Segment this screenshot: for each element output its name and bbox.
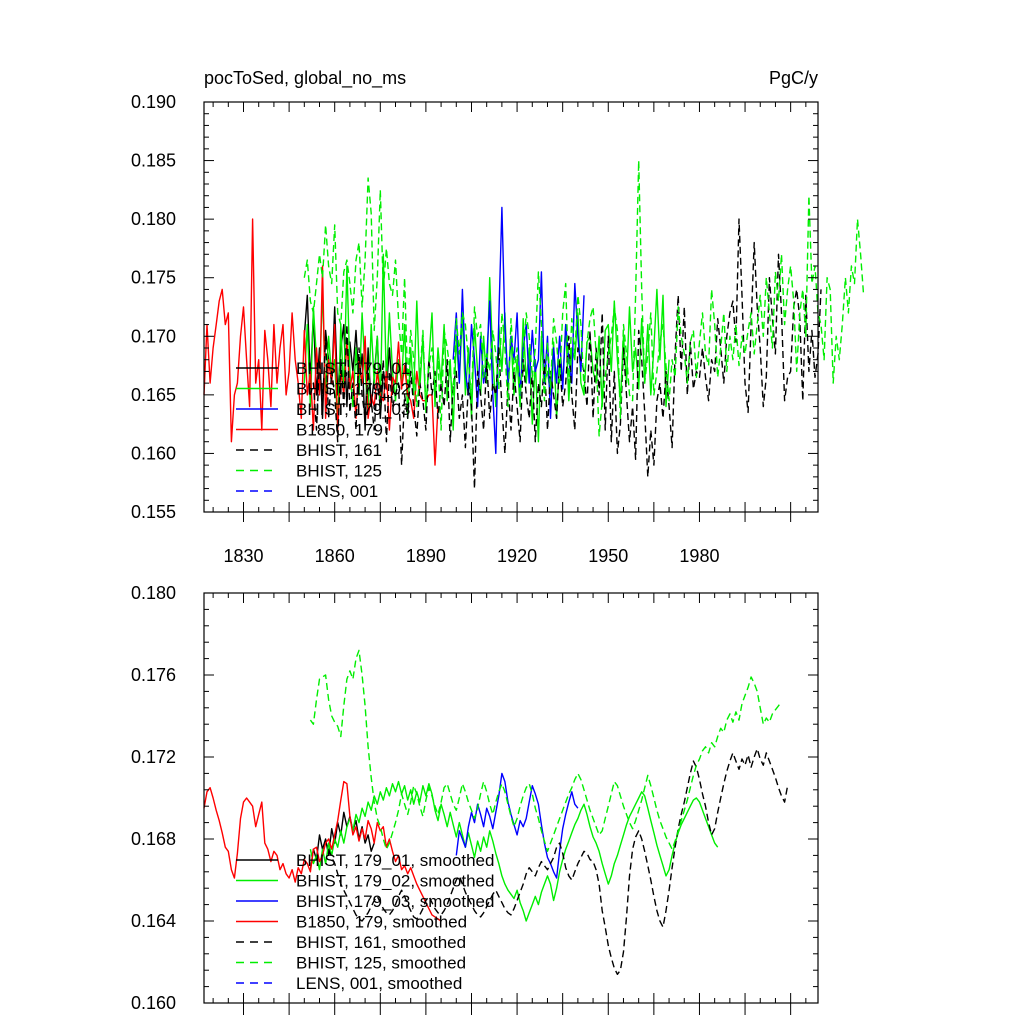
bottom-ytick-label: 0.168 <box>131 829 176 849</box>
top-panel-units: PgC/y <box>769 68 818 88</box>
bottom-ytick-label: 0.164 <box>131 911 176 931</box>
bottom-legend-label: BHIST, 179_01, smoothed <box>296 851 494 870</box>
top-ytick-label: 0.175 <box>131 268 176 288</box>
bottom-ytick-label: 0.176 <box>131 665 176 685</box>
bottom-series-line-6 <box>309 649 783 852</box>
top-xtick-label: 1980 <box>679 546 719 566</box>
bottom-panel-legend: BHIST, 179_01, smoothed BHIST, 179_02, sm… <box>236 851 494 993</box>
top-xtick-label: 1860 <box>315 546 355 566</box>
bottom-panel-series <box>203 649 789 975</box>
bottom-legend-label: LENS, 001, smoothed <box>296 974 462 993</box>
top-series-line-6 <box>303 159 865 437</box>
top-ytick-label: 0.185 <box>131 151 176 171</box>
top-legend-label: BHIST, 179_01 <box>296 359 410 378</box>
top-ytick-label: 0.155 <box>131 502 176 522</box>
top-legend-label: LENS, 001 <box>296 482 378 501</box>
bottom-legend-label: BHIST, 179_02, smoothed <box>296 872 494 891</box>
top-ytick-label: 0.190 <box>131 92 176 112</box>
bottom-ytick-label: 0.160 <box>131 993 176 1013</box>
bottom-series-line-4 <box>203 780 442 922</box>
bottom-panel: 0.160 0.164 0.168 0.172 0.176 0.180 BHIST, 17… <box>131 583 819 1015</box>
bottom-panel-ticks: 0.160 0.164 0.168 0.172 0.176 0.180 <box>131 583 818 1015</box>
top-panel: 0.155 0.160 0.165 0.170 0.175 0.180 0.185 0.190… <box>131 68 865 566</box>
top-legend-label: BHIST, 179_03 <box>296 400 410 419</box>
bottom-legend-label: B1850, 179, smoothed <box>296 913 467 932</box>
bottom-legend-label: BHIST, 179_03, smoothed <box>296 892 494 911</box>
top-panel-ticks: 0.155 0.160 0.165 0.170 0.175 0.180 0.185 0.190… <box>131 92 818 566</box>
top-panel-frame <box>203 101 819 513</box>
top-ytick-label: 0.170 <box>131 326 176 346</box>
top-series-line-2 <box>303 253 670 443</box>
bottom-ytick-label: 0.172 <box>131 747 176 767</box>
bottom-series-line-5 <box>327 748 789 975</box>
top-ytick-label: 0.165 <box>131 385 176 405</box>
top-series-line-5 <box>309 218 822 490</box>
top-xtick-label: 1950 <box>588 546 628 566</box>
bottom-series-line-2 <box>309 780 719 922</box>
top-xtick-label: 1920 <box>497 546 537 566</box>
top-legend-label: BHIST, 161 <box>296 441 382 460</box>
top-ytick-label: 0.180 <box>131 209 176 229</box>
top-legend-label: B1850, 179 <box>296 421 383 440</box>
top-legend-label: BHIST, 125 <box>296 462 382 481</box>
bottom-ytick-label: 0.180 <box>131 583 176 603</box>
bottom-legend-label: BHIST, 161, smoothed <box>296 933 466 952</box>
top-xtick-label: 1890 <box>406 546 446 566</box>
top-panel-series <box>203 159 865 490</box>
top-panel-title: pocToSed, global_no_ms <box>204 68 406 89</box>
bottom-legend-label: BHIST, 125, smoothed <box>296 954 466 973</box>
top-legend-label: BHIST, 179_02 <box>296 380 410 399</box>
bottom-panel-frame <box>203 592 819 1004</box>
top-ytick-label: 0.160 <box>131 443 176 463</box>
top-series-line-3 <box>452 206 585 455</box>
top-series-line-4 <box>203 218 439 466</box>
top-xtick-label: 1830 <box>223 546 263 566</box>
